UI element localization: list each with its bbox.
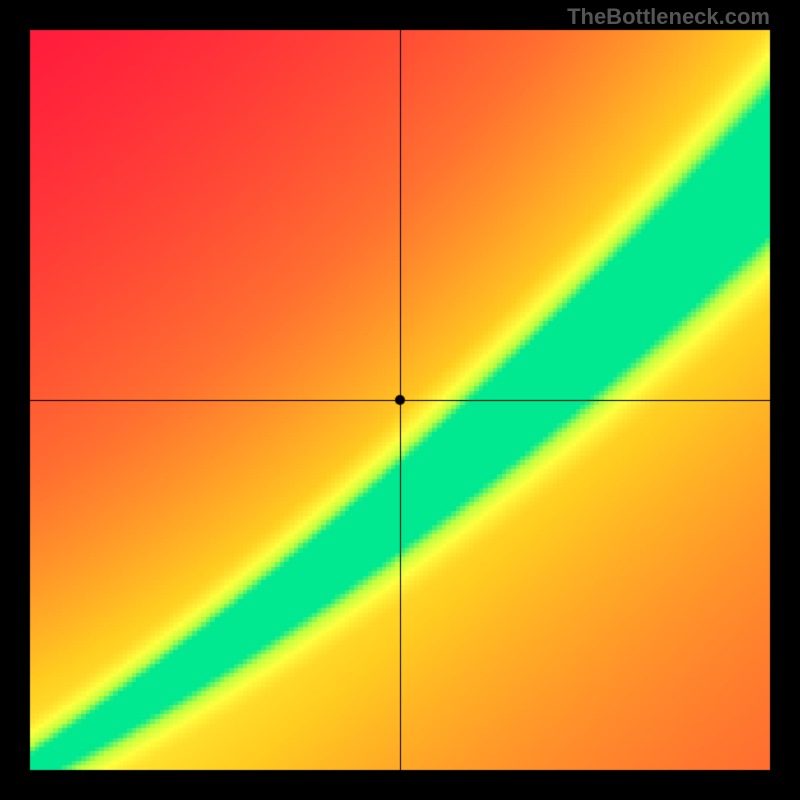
bottleneck-heatmap bbox=[0, 0, 800, 800]
watermark-text: TheBottleneck.com bbox=[567, 4, 770, 30]
chart-container: TheBottleneck.com bbox=[0, 0, 800, 800]
